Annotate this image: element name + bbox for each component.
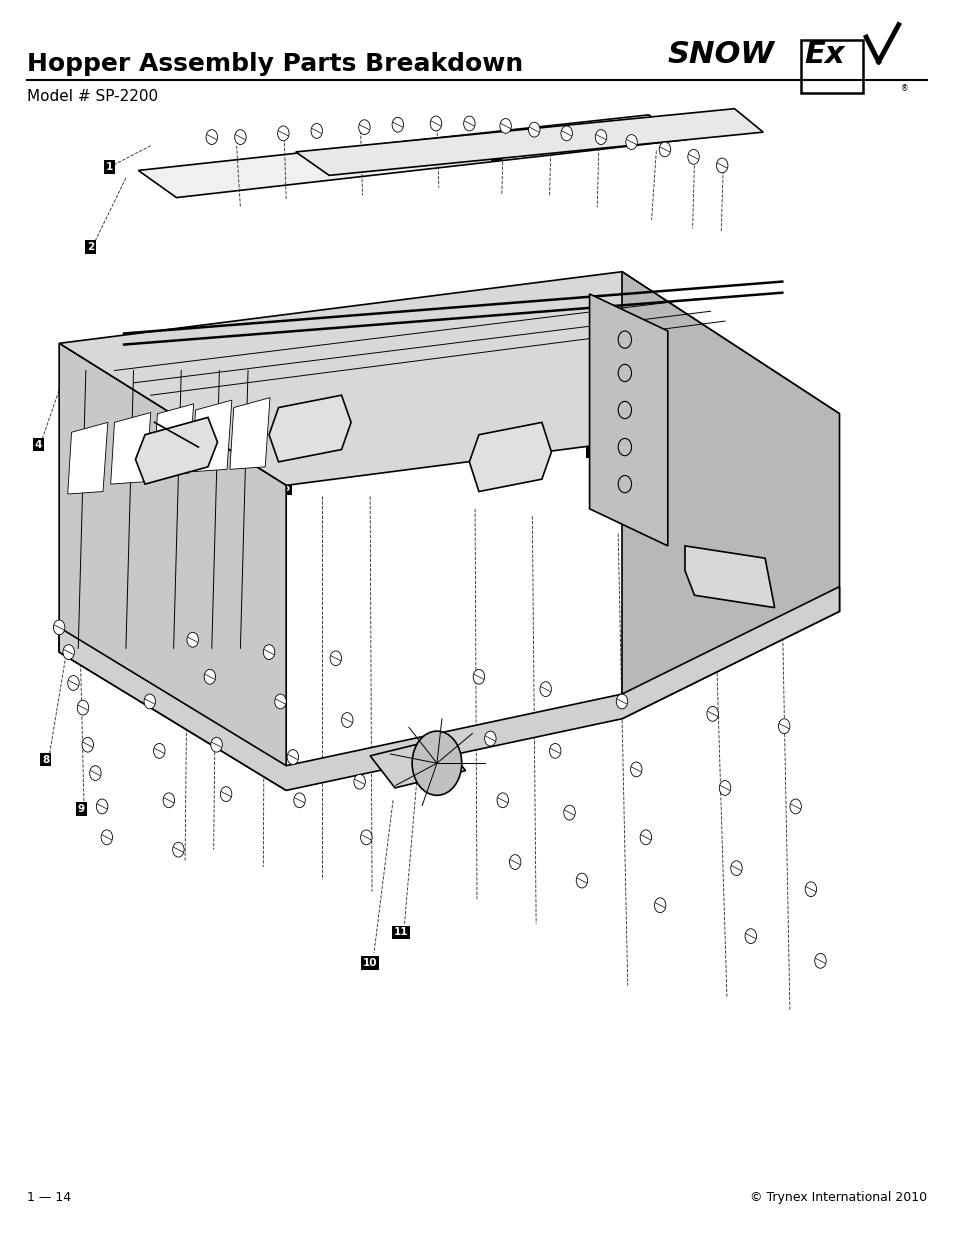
Circle shape xyxy=(576,873,587,888)
Text: 1: 1 xyxy=(106,162,113,172)
Circle shape xyxy=(497,793,508,808)
Polygon shape xyxy=(469,422,551,492)
Text: 12: 12 xyxy=(640,563,656,573)
Polygon shape xyxy=(68,422,108,494)
Polygon shape xyxy=(192,400,232,472)
Text: SNOW: SNOW xyxy=(667,40,774,68)
Circle shape xyxy=(687,149,699,164)
Circle shape xyxy=(187,632,198,647)
Circle shape xyxy=(311,124,322,138)
Circle shape xyxy=(204,669,215,684)
Circle shape xyxy=(163,793,174,808)
Circle shape xyxy=(82,737,93,752)
Circle shape xyxy=(814,953,825,968)
Text: 1 — 14: 1 — 14 xyxy=(27,1191,71,1204)
Text: 8: 8 xyxy=(42,755,50,764)
Circle shape xyxy=(360,830,372,845)
Circle shape xyxy=(473,669,484,684)
Text: 6: 6 xyxy=(282,483,290,493)
Circle shape xyxy=(274,694,286,709)
Circle shape xyxy=(144,694,155,709)
Text: ®: ® xyxy=(900,84,907,93)
Text: 2: 2 xyxy=(87,242,94,252)
Text: 7: 7 xyxy=(587,446,595,456)
Circle shape xyxy=(277,126,289,141)
Circle shape xyxy=(744,929,756,944)
Circle shape xyxy=(789,799,801,814)
Polygon shape xyxy=(59,272,839,485)
Circle shape xyxy=(463,116,475,131)
Polygon shape xyxy=(684,546,774,608)
Polygon shape xyxy=(59,587,839,790)
Text: 10: 10 xyxy=(362,958,377,968)
Circle shape xyxy=(719,781,730,795)
Circle shape xyxy=(730,861,741,876)
Circle shape xyxy=(263,645,274,659)
Circle shape xyxy=(804,882,816,897)
Polygon shape xyxy=(230,398,270,469)
Circle shape xyxy=(68,676,79,690)
Circle shape xyxy=(659,142,670,157)
Text: © Trynex International 2010: © Trynex International 2010 xyxy=(749,1191,926,1204)
Circle shape xyxy=(53,620,65,635)
Circle shape xyxy=(509,855,520,869)
Circle shape xyxy=(625,135,637,149)
Circle shape xyxy=(630,762,641,777)
Circle shape xyxy=(341,713,353,727)
Circle shape xyxy=(330,651,341,666)
Circle shape xyxy=(287,750,298,764)
Circle shape xyxy=(101,830,112,845)
Text: 11: 11 xyxy=(393,927,408,937)
Circle shape xyxy=(90,766,101,781)
Circle shape xyxy=(499,119,511,133)
Circle shape xyxy=(96,799,108,814)
Circle shape xyxy=(716,158,727,173)
Polygon shape xyxy=(135,417,217,484)
Text: 9: 9 xyxy=(77,804,85,814)
Circle shape xyxy=(172,842,184,857)
Circle shape xyxy=(639,830,651,845)
Polygon shape xyxy=(295,109,762,175)
Circle shape xyxy=(706,706,718,721)
Text: 3: 3 xyxy=(492,149,499,159)
FancyBboxPatch shape xyxy=(801,40,862,93)
Polygon shape xyxy=(153,404,193,475)
Circle shape xyxy=(392,117,403,132)
Circle shape xyxy=(616,694,627,709)
Circle shape xyxy=(595,130,606,144)
Circle shape xyxy=(211,737,222,752)
Text: Model # SP-2200: Model # SP-2200 xyxy=(27,89,157,104)
Circle shape xyxy=(549,743,560,758)
Circle shape xyxy=(354,774,365,789)
Circle shape xyxy=(430,116,441,131)
Circle shape xyxy=(528,122,539,137)
Text: Hopper Assembly Parts Breakdown: Hopper Assembly Parts Breakdown xyxy=(27,52,522,75)
Circle shape xyxy=(778,719,789,734)
Circle shape xyxy=(63,645,74,659)
Circle shape xyxy=(153,743,165,758)
Circle shape xyxy=(560,126,572,141)
Polygon shape xyxy=(589,294,667,546)
Polygon shape xyxy=(269,395,351,462)
Text: 4: 4 xyxy=(34,440,42,450)
Polygon shape xyxy=(138,115,686,198)
Polygon shape xyxy=(111,412,151,484)
Polygon shape xyxy=(621,272,839,719)
Circle shape xyxy=(220,787,232,802)
Circle shape xyxy=(358,120,370,135)
Circle shape xyxy=(77,700,89,715)
Polygon shape xyxy=(370,739,465,788)
Circle shape xyxy=(412,731,461,795)
Circle shape xyxy=(563,805,575,820)
Circle shape xyxy=(234,130,246,144)
Text: 5: 5 xyxy=(120,446,128,456)
Text: Ex: Ex xyxy=(803,40,843,68)
Circle shape xyxy=(539,682,551,697)
Circle shape xyxy=(654,898,665,913)
Circle shape xyxy=(484,731,496,746)
Circle shape xyxy=(294,793,305,808)
Circle shape xyxy=(206,130,217,144)
Polygon shape xyxy=(59,343,286,790)
